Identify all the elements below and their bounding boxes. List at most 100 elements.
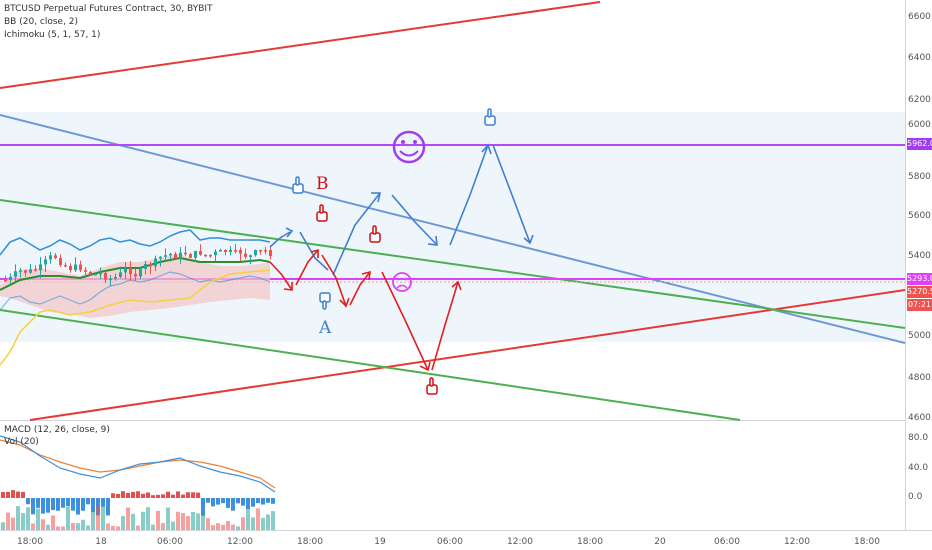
macd-histogram-bar <box>221 498 225 504</box>
candle-body <box>29 269 32 273</box>
candle-body <box>49 255 52 260</box>
bollinger-legend[interactable]: BB (20, close, 2) <box>4 17 79 27</box>
volume-bar <box>16 506 20 530</box>
green-channel-upper[interactable] <box>0 199 906 329</box>
macd-histogram-bar <box>196 492 200 498</box>
macd-tick-label: 80.0 <box>908 433 929 443</box>
macd-histogram-bar <box>226 498 230 508</box>
bar-countdown-tag: 07:21 <box>907 299 932 311</box>
volume-bar <box>156 510 160 530</box>
volume-bar <box>226 520 230 530</box>
macd-histogram-bar <box>6 491 10 498</box>
candle-body <box>44 259 47 265</box>
time-tick-label: 18:00 <box>577 537 603 547</box>
volume-bar <box>271 511 275 530</box>
time-tick-label: 18 <box>95 537 107 547</box>
pointing-hand-icon <box>319 292 331 310</box>
volume-bar <box>161 522 165 530</box>
candle-body <box>129 268 132 274</box>
candle-body <box>219 250 222 252</box>
macd-histogram-bar <box>131 491 135 498</box>
candle-body <box>64 265 67 267</box>
macd-histogram-bar <box>181 494 185 498</box>
pointing-hand-icons <box>292 108 496 395</box>
volume-bar <box>66 506 70 530</box>
macd-histogram-bar <box>26 498 30 505</box>
macd-histogram-bar <box>146 492 150 498</box>
volume-bar <box>236 526 240 530</box>
bollinger-upper <box>0 229 271 256</box>
time-tick-label: 12:00 <box>784 537 810 547</box>
candle-body <box>179 252 182 259</box>
volume-bar <box>196 513 200 530</box>
upper-red-trendline[interactable] <box>0 1 601 89</box>
candle-body <box>39 264 42 271</box>
volume-bar <box>206 518 210 530</box>
volume-bar <box>21 513 25 530</box>
macd-histogram-bar <box>191 492 195 498</box>
time-tick-label: 18:00 <box>297 537 323 547</box>
volume-bar <box>81 519 85 530</box>
price-tick-label: 6400.0 <box>908 53 932 63</box>
smiley-face-icon <box>392 130 426 164</box>
candle-body <box>254 250 257 256</box>
volume-bar <box>141 511 145 530</box>
chart-symbol-title[interactable]: BTCUSD Perpetual Futures Contract, 30, B… <box>4 4 213 14</box>
candle-body <box>174 253 177 259</box>
blue-descending-trendline[interactable] <box>0 114 906 344</box>
lower-red-trendline[interactable] <box>29 289 906 421</box>
macd-histogram-bar <box>236 498 240 504</box>
last-price-tag: 5270.5 <box>907 286 932 298</box>
volume-bar <box>151 524 155 530</box>
macd-histogram-bar <box>51 498 55 511</box>
volume-bar <box>171 521 175 530</box>
time-tick-label: 19 <box>374 537 386 547</box>
volume-bar <box>106 523 110 530</box>
pointing-hand-icon <box>292 176 304 194</box>
resistance-price-tag: 5962.0 <box>907 138 932 150</box>
frown-face-icon <box>392 272 412 292</box>
macd-histogram-bar <box>121 491 125 498</box>
macd-tick-label: 40.0 <box>908 463 929 473</box>
candle-body <box>264 250 267 252</box>
macd-histogram-bar <box>116 493 120 498</box>
macd-histogram-bar <box>86 498 90 505</box>
candle-body <box>244 253 247 257</box>
volume-bar <box>71 523 75 530</box>
volume-bar <box>246 509 250 530</box>
macd-histogram-bar <box>126 492 130 498</box>
macd-histogram-bar <box>16 491 20 498</box>
macd-histogram-bar <box>166 491 170 498</box>
time-tick-label: 06:00 <box>437 537 463 547</box>
ichimoku-legend[interactable]: Ichimoku (5, 1, 57, 1) <box>4 30 101 40</box>
volume-bar <box>131 513 135 530</box>
volume-bar <box>76 523 80 530</box>
macd-histogram-bar <box>46 498 50 513</box>
macd-histogram-bar <box>61 498 65 508</box>
volume-bar <box>96 506 100 530</box>
support-price-tag: 5293.0 <box>907 273 932 285</box>
candle-body <box>239 250 242 254</box>
candle-body <box>139 268 142 277</box>
price-tick-label: 6600.0 <box>908 12 932 22</box>
volume-bar <box>256 508 260 530</box>
candle-body <box>189 254 192 258</box>
volume-bar <box>86 525 90 530</box>
volume-bar <box>91 509 95 530</box>
macd-histogram-bar <box>76 498 80 515</box>
macd-histogram-bar <box>21 491 25 498</box>
candle-body <box>214 251 217 256</box>
green-channel-lower[interactable] <box>0 309 741 421</box>
candle-body <box>234 250 237 252</box>
candle-body <box>119 272 122 278</box>
volume-bar <box>216 523 220 530</box>
volume-bar <box>56 526 60 530</box>
macd-histogram-bar <box>256 498 260 504</box>
macd-histogram-bar <box>141 493 145 498</box>
volume-bar <box>166 507 170 530</box>
macd-histogram-bar <box>31 498 35 515</box>
macd-legend[interactable]: MACD (12, 26, close, 9) <box>4 425 110 435</box>
volume-legend[interactable]: Vol (20) <box>4 437 39 447</box>
volume-bar <box>136 525 140 530</box>
